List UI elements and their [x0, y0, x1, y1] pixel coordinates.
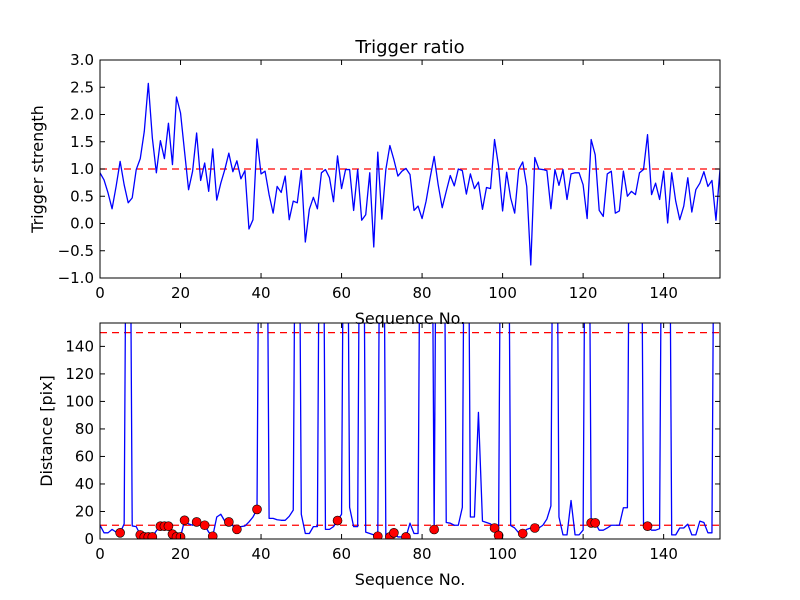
- top-ytick-label: 2.0: [70, 106, 94, 124]
- bottom-chart-axes: 0 20 40 60 80 100 120 140 0 20 40 60 80 100 120 140: [65, 322, 721, 563]
- top-chart-axes: 0 20 40 60 80 100 120 140 −1.0 −0.5 0.0 0.5 1.0 1.5 2.…: [58, 51, 721, 302]
- top-ytick-label: −1.0: [58, 269, 94, 287]
- bottom-marker-point: [517, 528, 528, 539]
- bottom-chart-xlabel: Sequence No.: [355, 570, 466, 589]
- bottom-xtick-label: 0: [95, 545, 105, 563]
- bottom-ytick-label: 120: [65, 365, 94, 383]
- bottom-marker-point: [232, 524, 242, 535]
- bottom-xtick-label: 100: [488, 545, 517, 563]
- bottom-marker-point: [401, 532, 411, 539]
- bottom-ytick-label: 20: [75, 502, 94, 520]
- top-plot-area: [100, 82, 720, 266]
- bottom-marker-point: [199, 520, 210, 531]
- bottom-marker-point: [163, 521, 174, 532]
- bottom-marker-point: [642, 521, 653, 532]
- top-ytick-label: 2.5: [70, 78, 94, 96]
- bottom-chart-ylabel: Distance [pix]: [37, 375, 56, 487]
- bottom-ytick-label: 140: [65, 337, 94, 355]
- bottom-marker-point: [179, 515, 190, 526]
- bottom-ytick-label: 60: [75, 447, 94, 465]
- bottom-marker-point: [372, 531, 383, 539]
- top-xtick-label: 80: [413, 284, 432, 302]
- bottom-marker-point: [191, 517, 202, 527]
- top-ytick-label: −0.5: [58, 242, 94, 260]
- bottom-xtick-label: 140: [649, 545, 678, 563]
- top-xtick-label: 40: [251, 284, 270, 302]
- bottom-marker-point: [429, 524, 439, 535]
- top-series-line: [100, 82, 720, 266]
- bottom-marker-point: [207, 531, 218, 539]
- top-chart-xlabel: Sequence No.: [355, 309, 466, 328]
- top-ytick-label: 3.0: [70, 51, 94, 69]
- top-xtick-label: 100: [488, 284, 517, 302]
- bottom-xtick-label: 20: [171, 545, 190, 563]
- bottom-axes-frame: [99, 322, 721, 540]
- bottom-marker-point: [332, 515, 343, 526]
- bottom-marker-point: [147, 532, 158, 539]
- bottom-marker-point: [489, 523, 500, 533]
- bottom-marker-point: [389, 528, 399, 538]
- bottom-marker-point: [252, 504, 262, 515]
- top-ytick-label: 0.0: [70, 215, 94, 233]
- top-ytick-label: 0.5: [70, 187, 94, 205]
- top-ytick-label: 1.5: [70, 133, 94, 151]
- bottom-ytick-label: 40: [75, 475, 94, 493]
- bottom-plot-area: [100, 323, 720, 539]
- top-ytick-label: 1.0: [70, 160, 94, 178]
- bottom-ytick-label: 0: [84, 530, 94, 548]
- top-chart-ylabel: Trigger strength: [28, 105, 47, 234]
- bottom-ytick-label: 80: [75, 420, 94, 438]
- bottom-xtick-label: 60: [332, 545, 351, 563]
- top-xtick-label: 120: [569, 284, 598, 302]
- bottom-ytick-label: 100: [65, 392, 94, 410]
- top-xtick-label: 20: [171, 284, 190, 302]
- bottom-marker-point: [530, 523, 540, 533]
- top-xtick-label: 140: [649, 284, 678, 302]
- top-xtick-label: 60: [332, 284, 351, 302]
- bottom-marker-point: [590, 518, 600, 528]
- bottom-xtick-label: 120: [569, 545, 598, 563]
- top-chart-title: Trigger ratio: [354, 37, 464, 58]
- top-xtick-label: 0: [95, 284, 105, 302]
- bottom-xtick-label: 40: [251, 545, 270, 563]
- bottom-marker-point: [115, 528, 125, 538]
- bottom-xtick-label: 80: [413, 545, 432, 563]
- bottom-marker-point: [224, 517, 234, 527]
